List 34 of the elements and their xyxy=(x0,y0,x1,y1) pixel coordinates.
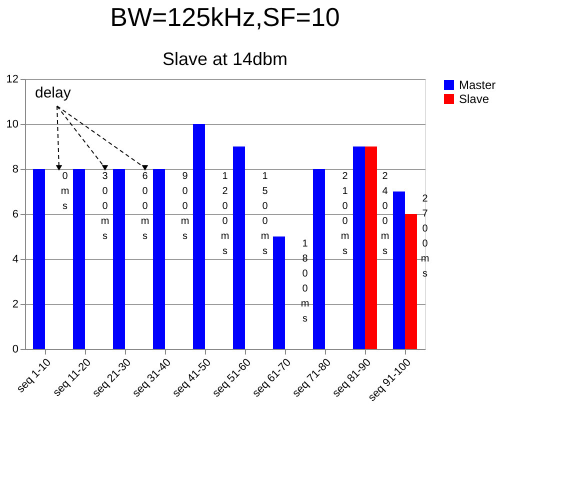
bar xyxy=(313,169,325,349)
bar xyxy=(193,124,205,349)
annotation: 2400ms xyxy=(380,171,390,257)
bar xyxy=(273,236,285,349)
bar xyxy=(405,214,417,349)
chart-subtitle: Slave at 14dbm xyxy=(162,49,288,69)
y-tick-label: 4 xyxy=(12,254,18,266)
annotation: 1200ms xyxy=(220,171,230,257)
annotation: 2700ms xyxy=(420,194,430,280)
annotation: 900ms xyxy=(180,171,190,242)
bar xyxy=(153,169,165,349)
annotation: 1800ms xyxy=(300,238,310,324)
bar xyxy=(353,146,365,349)
annotation: delay xyxy=(35,84,72,102)
y-tick-label: 12 xyxy=(6,74,18,86)
y-tick-label: 8 xyxy=(12,164,18,176)
bar xyxy=(73,169,85,349)
annotation: 600ms xyxy=(140,171,150,242)
bar xyxy=(233,146,245,349)
legend-label: Slave xyxy=(459,92,490,106)
legend-label: Master xyxy=(459,78,496,92)
y-tick-label: 0 xyxy=(12,344,18,356)
chart-title: BW=125kHz,SF=10 xyxy=(110,2,340,32)
bar xyxy=(365,146,377,349)
annotation: 300ms xyxy=(100,171,110,242)
y-tick-label: 10 xyxy=(6,118,18,130)
annotation: 2100ms xyxy=(340,171,350,257)
y-tick-label: 2 xyxy=(12,298,18,310)
bar xyxy=(33,169,45,349)
bar xyxy=(113,169,125,349)
y-tick-label: 6 xyxy=(12,208,18,220)
annotation: 1500ms xyxy=(260,171,270,257)
bar xyxy=(393,192,405,349)
annotation: 0ms xyxy=(60,171,70,212)
